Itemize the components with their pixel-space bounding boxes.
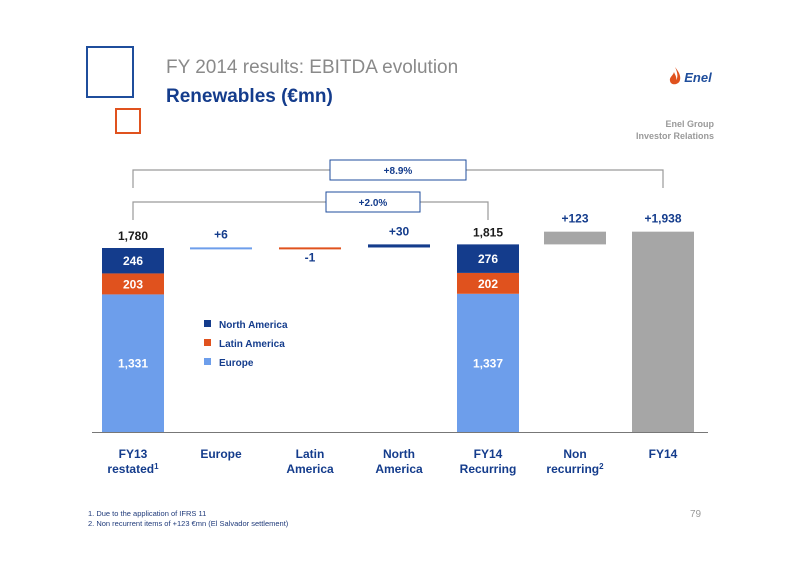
category-label: North (383, 447, 415, 461)
enel-flame-icon (670, 67, 681, 85)
category-label: Europe (200, 447, 242, 461)
footnotes: 1. Due to the application of IFRS 11 2. … (88, 509, 288, 529)
category-label: Recurring (460, 462, 517, 476)
bar-segment-latin-america (102, 273, 164, 295)
total-value-label: 1,815 (473, 225, 503, 239)
bracket-label-box (325, 191, 421, 213)
category-label: restated1 (107, 462, 159, 476)
footnote-2: 2. Non recurrent items of +123 €mn (El S… (88, 519, 289, 528)
segment-value-label: 202 (478, 277, 498, 291)
segment-value-label: 203 (123, 277, 143, 291)
final-value-label: +1,938 (644, 212, 681, 226)
enel-logo: Enel (664, 58, 716, 96)
total-value-label: 1,780 (118, 229, 148, 243)
bar-segment-latin-america (457, 272, 519, 294)
footnote-1: 1. Due to the application of IFRS 11 (88, 509, 207, 518)
group-line-2: Investor Relations (635, 131, 714, 141)
slide-subtitle: Renewables (€mn) (166, 86, 333, 107)
legend-swatch (204, 358, 211, 365)
enel-logo-text: Enel (684, 69, 712, 85)
delta-bar-europe (190, 247, 252, 250)
legend-label: North America (219, 320, 288, 331)
legend-label: Europe (219, 358, 254, 369)
category-label: FY14 (474, 447, 503, 461)
segment-value-label: 1,331 (118, 357, 148, 371)
group-line-1: Enel Group (665, 119, 714, 129)
segment-value-label: 276 (478, 252, 498, 266)
category-label: America (286, 462, 334, 476)
legend-swatch (204, 320, 211, 327)
delta-bar-latin-america (279, 247, 341, 250)
category-label: FY14 (649, 447, 678, 461)
group-label: Enel Group Investor Relations (636, 118, 714, 142)
page-number: 79 (690, 509, 702, 520)
bracket-label: +8.9% (384, 166, 413, 177)
final-bar-fy14 (632, 231, 694, 432)
bar-segment-europe (102, 294, 164, 432)
delta-value-label: -1 (305, 250, 316, 264)
delta-bar-non-recurring (544, 231, 606, 245)
segment-value-label: 1,337 (473, 356, 503, 370)
category-label: Latin (296, 447, 325, 461)
delta-value-label: +123 (561, 212, 588, 226)
bar-segment-europe (457, 293, 519, 432)
bar-segment-north-america (457, 244, 519, 273)
legend-swatch (204, 339, 211, 346)
category-label: FY13 (119, 447, 148, 461)
bracket-label: +2.0% (359, 198, 388, 209)
segment-value-label: 246 (123, 254, 143, 268)
delta-bar-north-america (368, 244, 430, 248)
legend-label: Latin America (219, 339, 285, 350)
category-label: Non (563, 447, 586, 461)
delta-value-label: +6 (214, 227, 228, 241)
bar-segment-north-america (102, 248, 164, 274)
delta-value-label: +30 (389, 224, 410, 238)
bracket-label-box (329, 159, 467, 181)
category-label: America (375, 462, 423, 476)
decor-square-blue (86, 46, 134, 98)
category-label: recurring2 (546, 462, 604, 476)
bracket-line (132, 201, 489, 220)
decor-square-orange (115, 108, 141, 134)
slide-title: FY 2014 results: EBITDA evolution (166, 57, 459, 78)
